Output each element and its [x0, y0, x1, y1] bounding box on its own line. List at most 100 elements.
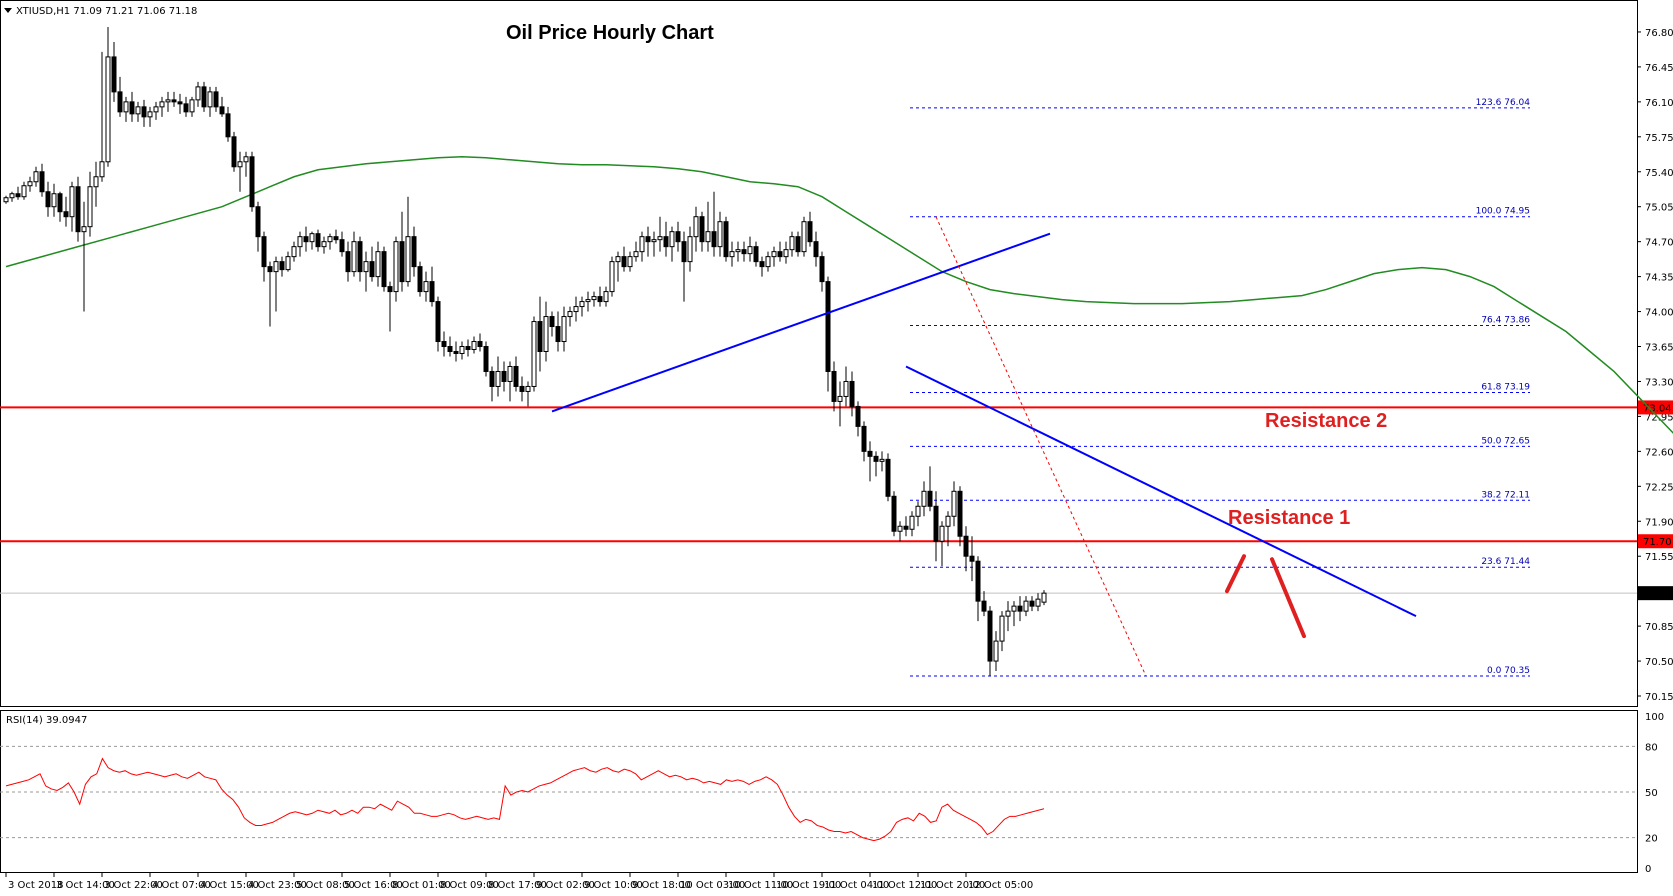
candle-body	[741, 249, 747, 255]
price-tick-label: 76.80	[1645, 28, 1673, 39]
candle-body	[99, 161, 105, 178]
price-tick-label: 70.85	[1645, 622, 1673, 633]
time-tick-label: 11 Oct 12:00	[872, 880, 937, 891]
candle-body	[321, 241, 327, 248]
candle-body	[453, 351, 459, 355]
candle-body	[147, 111, 153, 118]
time-tick-label: 3 Oct 2018	[8, 880, 63, 891]
candle-body	[75, 186, 81, 233]
price-tick-label: 75.40	[1645, 168, 1673, 179]
candle-body	[159, 101, 165, 108]
rsi-tick-label: 80	[1645, 742, 1658, 753]
fibonacci-levels: 123.6 76.04 100.0 74.95 76.4 73.86 61.8 73.…	[910, 98, 1530, 677]
candle-body	[3, 197, 9, 203]
candle-body	[1041, 592, 1047, 603]
time-tick-label: 8 Oct 01:00	[392, 880, 451, 891]
candle-body	[879, 458, 885, 462]
candle-body	[39, 171, 45, 193]
candlestick-series	[3, 26, 1047, 677]
candle-body	[915, 505, 921, 517]
candle-body	[87, 186, 93, 228]
candle-body	[105, 56, 111, 163]
candle-body	[669, 231, 675, 248]
time-tick-label: 3 Oct 14:00	[56, 880, 115, 891]
price-tick-label: 74.00	[1645, 308, 1673, 319]
candle-body	[465, 346, 471, 351]
resistance-1-label: Resistance 1	[1228, 507, 1350, 529]
time-tick-label: 5 Oct 08:00	[296, 880, 355, 891]
candle-body	[507, 365, 513, 382]
fib-level-label: 38.2 72.11	[1481, 490, 1530, 500]
candle-body	[51, 193, 57, 208]
candle-body	[435, 301, 441, 343]
current-price-label: 71.18	[1643, 589, 1672, 600]
candle-body	[309, 233, 315, 243]
candle-body	[483, 346, 489, 372]
time-tick-label: 3 Oct 22:00	[104, 880, 163, 891]
candle-body	[717, 221, 723, 248]
candle-body	[1023, 600, 1029, 612]
candle-body	[291, 246, 297, 258]
candle-body	[591, 296, 597, 301]
candle-body	[921, 490, 927, 507]
candle-body	[615, 256, 621, 263]
candle-body	[705, 231, 711, 243]
candle-body	[567, 311, 573, 318]
time-tick-label: 12 Oct 05:00	[968, 880, 1033, 891]
fib-anchor-line	[935, 216, 1147, 677]
candle-body	[375, 251, 381, 278]
candle-body	[1017, 605, 1023, 612]
candle-body	[561, 316, 567, 343]
candle-body	[933, 505, 939, 542]
candle-body	[825, 281, 831, 372]
candle-body	[495, 370, 501, 387]
candle-body	[333, 236, 339, 241]
candle-body	[279, 261, 285, 271]
candle-body	[303, 236, 309, 243]
price-tick-label: 70.50	[1645, 657, 1673, 668]
resistance-2-label: Resistance 2	[1265, 410, 1387, 432]
candle-body	[795, 236, 801, 253]
candle-body	[897, 525, 903, 532]
candle-body	[687, 236, 693, 263]
candle-body	[447, 346, 453, 353]
candle-body	[855, 405, 861, 427]
candle-body	[255, 206, 261, 238]
candle-body	[57, 193, 63, 213]
candle-body	[423, 281, 429, 293]
candle-body	[231, 136, 237, 168]
fib-level-label: 0.0 70.35	[1487, 666, 1530, 676]
candle-body	[111, 56, 117, 93]
candle-body	[177, 101, 183, 105]
candle-body	[123, 101, 129, 113]
candle-body	[639, 236, 645, 253]
candle-body	[573, 306, 579, 313]
candle-body	[393, 241, 399, 293]
candle-body	[951, 490, 957, 517]
rsi-label: RSI(14) 39.0947	[6, 715, 87, 726]
trend-line	[551, 232, 1051, 413]
rsi-tick-label: 100	[1645, 712, 1664, 723]
candle-body	[1035, 598, 1041, 607]
candle-body	[21, 185, 27, 198]
candle-body	[945, 515, 951, 527]
menu-triangle-icon[interactable]	[4, 8, 12, 13]
price-tag-label: 73.04	[1643, 403, 1672, 414]
candle-body	[663, 236, 669, 248]
candle-body	[501, 370, 507, 382]
price-tick-label: 72.25	[1645, 482, 1673, 493]
candle-body	[141, 106, 147, 118]
candle-body	[417, 266, 423, 293]
price-tick-label: 76.10	[1645, 98, 1673, 109]
candle-body	[249, 156, 255, 208]
candle-body	[711, 231, 717, 248]
candle-body	[237, 161, 243, 168]
price-tick-label: 71.55	[1645, 552, 1673, 563]
candle-body	[657, 236, 663, 241]
candle-body	[189, 99, 195, 113]
price-tag-label: 71.70	[1643, 537, 1672, 548]
candle-body	[381, 251, 387, 288]
candle-body	[843, 380, 849, 397]
candle-body	[765, 256, 771, 268]
